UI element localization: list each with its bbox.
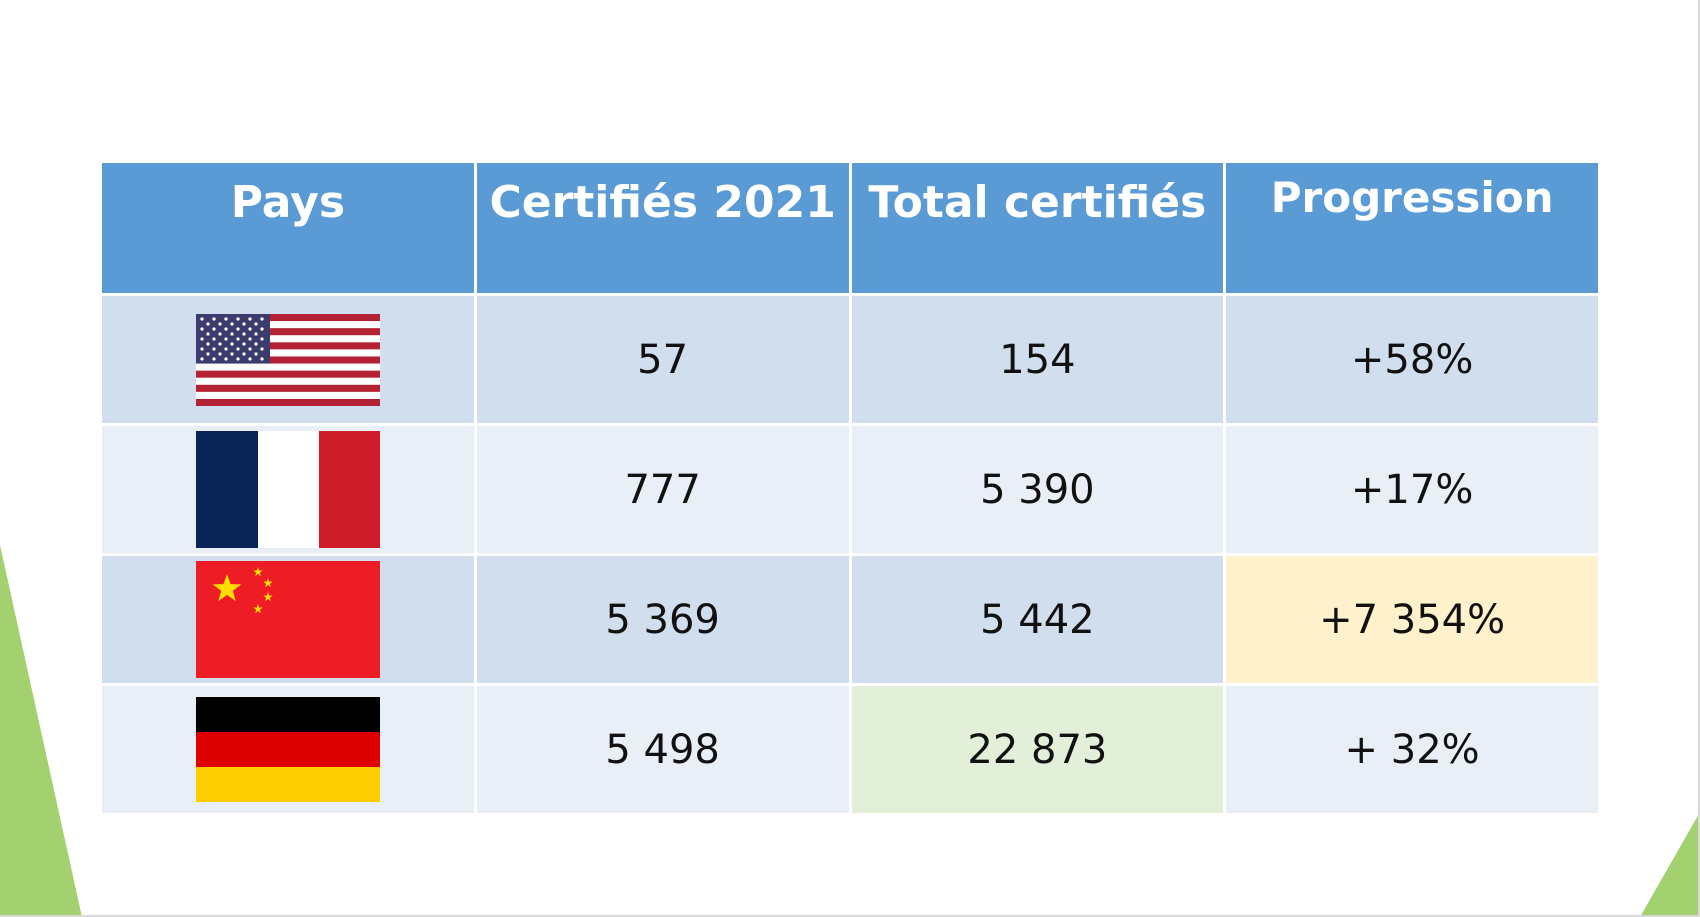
table-row-germany: 5 498 22 873 + 32% <box>102 686 1598 813</box>
certified-2021-cell: 777 <box>476 426 849 553</box>
china-flag-icon <box>195 561 380 678</box>
certified-2021-cell: 5 369 <box>476 556 849 683</box>
table-row-france: 777 5 390 +17% <box>102 426 1598 553</box>
country-cell <box>102 556 474 683</box>
certified-2021-cell: 5 498 <box>476 686 849 813</box>
us-flag-icon <box>195 313 380 406</box>
slide-border-right <box>1698 0 1700 917</box>
left-green-wedge <box>0 545 82 917</box>
progression-cell: +17% <box>1226 426 1598 553</box>
table-header-row: Pays Certifiés 2021 Total certifiés Prog… <box>102 163 1598 293</box>
progression-cell: + 32% <box>1226 686 1598 813</box>
certification-table: Pays Certifiés 2021 Total certifiés Prog… <box>99 160 1601 816</box>
france-flag-icon <box>195 431 380 548</box>
germany-flag-icon <box>195 697 380 802</box>
country-cell <box>102 296 474 423</box>
header-country: Pays <box>102 163 474 293</box>
slide-border-bottom <box>0 915 1700 917</box>
total-certified-cell-highlighted: 22 873 <box>851 686 1224 813</box>
header-certified-2021: Certifiés 2021 <box>476 163 849 293</box>
header-progression: Progression <box>1226 163 1598 293</box>
total-certified-cell: 154 <box>851 296 1224 423</box>
header-total-certified: Total certifiés <box>851 163 1224 293</box>
total-certified-cell: 5 442 <box>851 556 1224 683</box>
right-green-wedge <box>1640 812 1700 917</box>
country-cell <box>102 426 474 553</box>
total-certified-cell: 5 390 <box>851 426 1224 553</box>
table-row-usa: 57 154 +58% <box>102 296 1598 423</box>
progression-cell-highlighted: +7 354% <box>1226 556 1598 683</box>
progression-cell: +58% <box>1226 296 1598 423</box>
table-row-china: 5 369 5 442 +7 354% <box>102 556 1598 683</box>
country-cell <box>102 686 474 813</box>
certified-2021-cell: 57 <box>476 296 849 423</box>
